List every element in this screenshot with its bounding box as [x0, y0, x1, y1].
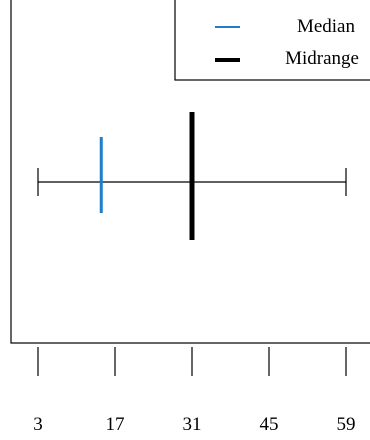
x-tick-label: 17	[106, 414, 125, 435]
x-tick-label: 3	[33, 414, 43, 435]
x-tick-label: 45	[260, 414, 279, 435]
statistic-markers	[99, 112, 195, 240]
legend-label-midrange: Midrange	[285, 48, 359, 69]
x-axis: 3 17 31 45 59	[33, 347, 356, 435]
legend-label-median: Median	[297, 16, 356, 37]
plot-area-frame	[10, 0, 370, 344]
legend-box	[174, 0, 370, 81]
legend: Median Midrange	[174, 0, 370, 81]
x-tick-label: 31	[183, 414, 202, 435]
x-tick-label: 59	[337, 414, 356, 435]
